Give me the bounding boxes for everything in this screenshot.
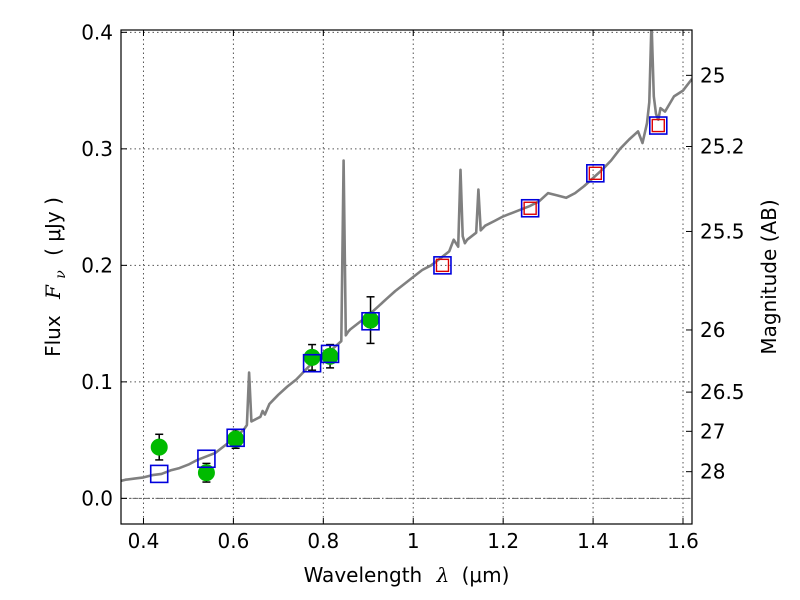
model-photometry-square xyxy=(586,164,605,183)
y-tick-label: 0.1 xyxy=(81,370,113,394)
ir-photometry-square xyxy=(435,258,450,273)
model-photometry-square xyxy=(226,428,245,448)
y-axis-symbol-sub: ν xyxy=(53,270,69,279)
model-photometry-square xyxy=(320,344,340,364)
model-spectrum-line xyxy=(121,30,692,483)
ir-photometry-square xyxy=(651,118,665,133)
x-tick-label: 1 xyxy=(407,529,420,553)
y2-tick-label: 25.2 xyxy=(700,135,745,159)
y2-axis-label: Magnitude (AB) xyxy=(757,199,781,354)
model-photometry-square xyxy=(433,256,452,275)
x-tick-label: 1.4 xyxy=(577,529,609,553)
y2-tick-label: 28 xyxy=(700,460,725,484)
y2-tick-label: 25 xyxy=(700,63,725,87)
y2-tick-label: 27 xyxy=(700,419,725,443)
model-photometry-square xyxy=(648,116,668,135)
x-tick-label: 0.6 xyxy=(217,529,249,553)
y-tick-label: 0.2 xyxy=(81,253,113,277)
x-tick-label: 0.8 xyxy=(307,529,339,553)
model-photometry-square xyxy=(197,449,216,469)
x-tick-label: 0.4 xyxy=(128,529,160,553)
x-tick-label: 1.6 xyxy=(667,529,699,553)
model-photometry-square xyxy=(361,311,380,331)
observed-point xyxy=(362,311,380,329)
y-axis-label: Flux F ν ( μJy ) xyxy=(41,197,70,357)
y2-tick-label: 26 xyxy=(700,318,725,342)
observed-point xyxy=(197,464,215,482)
ir-photometry-square xyxy=(588,166,603,181)
y-tick-label: 0.0 xyxy=(81,486,113,510)
y-axis-label-text: Flux xyxy=(41,315,65,357)
observed-point xyxy=(303,348,321,366)
x-axis-label: Wavelength λ (μm) xyxy=(304,563,510,587)
y2-tick-label: 25.5 xyxy=(700,219,745,243)
model-photometry-square xyxy=(302,353,322,373)
ir-photometry-square xyxy=(523,201,537,215)
ticks: 0.4 0.6 0.8 1 1.2 1.4 1.6 0.0 0.1 0.2 0.3 0.4 25 25.2… xyxy=(81,20,744,553)
axes-frame xyxy=(120,29,693,525)
y-axis-symbol: F xyxy=(41,284,65,300)
x-axis-symbol: λ xyxy=(436,563,450,587)
observed-point xyxy=(227,430,245,448)
plot-area xyxy=(121,30,692,484)
y-tick-label: 0.3 xyxy=(81,137,113,161)
model-photometry-square xyxy=(149,464,169,484)
y-axis-unit: ( μJy ) xyxy=(41,197,65,256)
y-tick-label: 0.4 xyxy=(81,20,113,44)
x-axis-label-text: Wavelength xyxy=(304,563,423,587)
model-photometry-square xyxy=(520,198,540,218)
y2-tick-label: 26.5 xyxy=(700,380,745,404)
observed-point xyxy=(150,438,168,456)
x-axis-unit: (μm) xyxy=(462,563,510,587)
x-tick-label: 1.2 xyxy=(487,529,519,553)
